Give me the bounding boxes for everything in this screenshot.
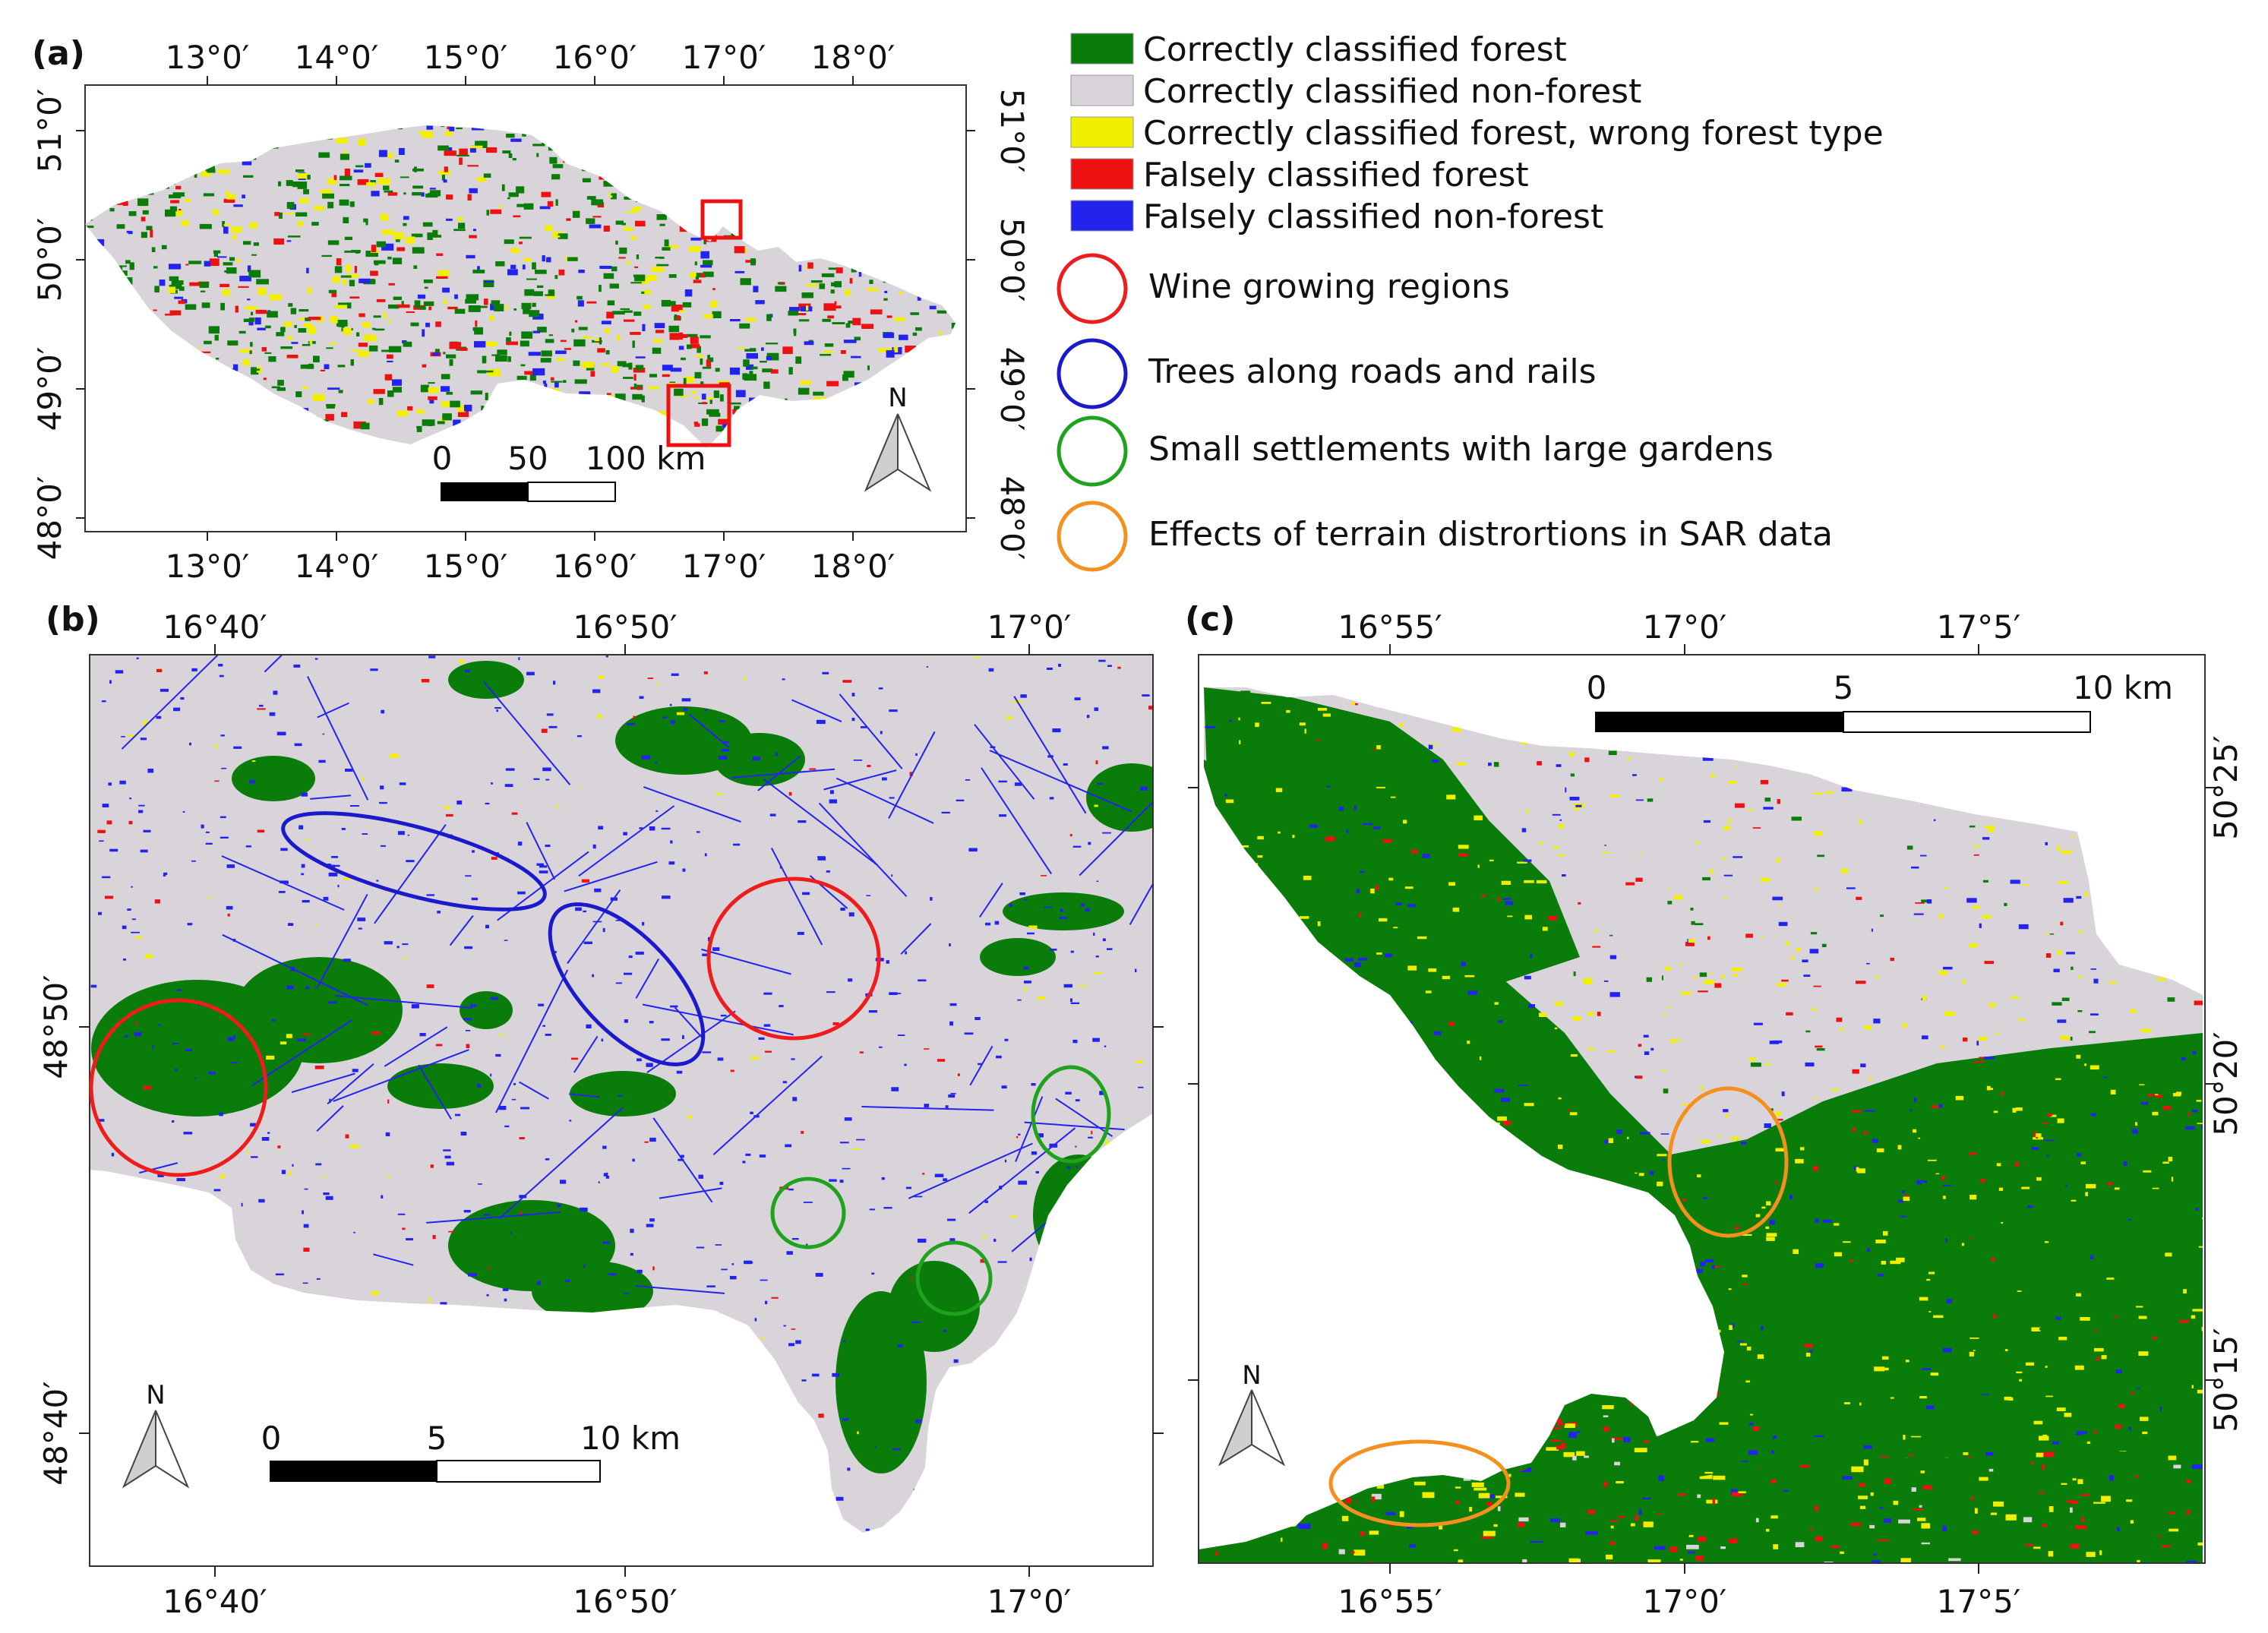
b-scale-10: 10 km bbox=[580, 1420, 681, 1457]
c-lon-bottom-1: 16°55′ bbox=[1338, 1583, 1442, 1620]
panel-c-annotations bbox=[1328, 1086, 1789, 1527]
panel-c: (c) 16°55′ 17°0′ 17°5′ 16°55′ 17°0′ 17°5… bbox=[1185, 600, 2244, 1620]
north-arrow-icon: N bbox=[1218, 1360, 1286, 1467]
a-lon-bottom-6: 18°0′ bbox=[811, 548, 896, 585]
extent-box-b bbox=[666, 384, 731, 447]
legend-swatch-false-forest bbox=[1070, 158, 1134, 190]
a-lat-left-2: 50°0′ bbox=[31, 218, 68, 302]
b-lon-bottom-2: 16°50′ bbox=[573, 1583, 677, 1620]
a-lon-top-2: 14°0′ bbox=[295, 39, 379, 76]
legend-label-wine: Wine growing regions bbox=[1148, 267, 1510, 306]
wine-region-circle bbox=[89, 998, 268, 1177]
extent-box-c bbox=[700, 199, 743, 240]
panel-c-classification-map bbox=[1199, 687, 2203, 1563]
a-scale-100: 100 km bbox=[586, 440, 706, 477]
legend-label-settlements: Small settlements with large gardens bbox=[1148, 430, 1774, 469]
b-lon-bottom-1: 16°40′ bbox=[163, 1583, 267, 1620]
a-lat-left-4: 48°0′ bbox=[31, 476, 68, 561]
c-scale-bar: 0 5 10 km bbox=[1587, 669, 2173, 733]
b-lat-2: 48°40′ bbox=[37, 1381, 74, 1485]
c-lon-bottom-3: 17°5′ bbox=[1937, 1583, 2021, 1620]
legend-label-wrong-type: Correctly classified forest, wrong fores… bbox=[1143, 114, 1884, 153]
svg-text:N: N bbox=[888, 383, 907, 413]
roads-rails-ellipse bbox=[548, 902, 706, 1066]
czech-classification-map bbox=[85, 125, 956, 448]
a-lat-left-1: 51°0′ bbox=[31, 89, 68, 173]
a-lat-right-2: 50°0′ bbox=[993, 218, 1031, 302]
legend: Correctly classified forest Correctly cl… bbox=[1057, 30, 1884, 572]
a-lat-right-3: 49°0′ bbox=[993, 347, 1031, 431]
legend-circle-wine bbox=[1057, 253, 1128, 324]
panel-b: (b) 16°40′ 16°50′ 17°0′ 16°40′ 16°50′ 17… bbox=[37, 600, 1164, 1620]
panel-a-frame bbox=[84, 84, 967, 532]
terrain-distortion-ellipse bbox=[1667, 1086, 1789, 1238]
b-lat-1: 48°50′ bbox=[37, 974, 74, 1079]
c-lat-2: 50°20′ bbox=[2207, 1031, 2244, 1136]
settlement-circle bbox=[1031, 1065, 1111, 1164]
wine-region-circle bbox=[706, 877, 881, 1041]
settlement-circle bbox=[770, 1177, 846, 1249]
legend-label-nonforest: Correctly classified non-forest bbox=[1143, 72, 1641, 111]
legend-swatch-wrong-type bbox=[1070, 116, 1134, 148]
panel-c-frame bbox=[1198, 654, 2206, 1564]
a-scale-0: 0 bbox=[432, 440, 453, 477]
c-lon-top-3: 17°5′ bbox=[1937, 608, 2021, 646]
svg-text:N: N bbox=[1242, 1360, 1261, 1391]
a-scale-bar: 0 50 100 km bbox=[432, 440, 706, 502]
legend-circle-roads bbox=[1057, 338, 1128, 409]
c-lon-bottom-2: 17°0′ bbox=[1643, 1583, 1727, 1620]
legend-swatch-forest bbox=[1070, 33, 1134, 65]
a-lon-bottom-3: 15°0′ bbox=[424, 548, 508, 585]
b-lon-top-1: 16°40′ bbox=[163, 608, 267, 646]
a-lon-top-6: 18°0′ bbox=[811, 39, 896, 76]
a-lon-top-3: 15°0′ bbox=[424, 39, 508, 76]
a-lat-left-3: 49°0′ bbox=[31, 347, 68, 431]
a-lon-bottom-4: 16°0′ bbox=[553, 548, 637, 585]
settlement-circle bbox=[915, 1240, 993, 1316]
c-scale-5: 5 bbox=[1834, 669, 1854, 706]
c-lon-top-2: 17°0′ bbox=[1643, 608, 1727, 646]
b-lon-bottom-3: 17°0′ bbox=[987, 1583, 1072, 1620]
b-scale-5: 5 bbox=[427, 1420, 447, 1457]
c-scale-0: 0 bbox=[1587, 669, 1607, 706]
a-lon-top-4: 16°0′ bbox=[553, 39, 637, 76]
north-arrow-icon: N bbox=[122, 1380, 190, 1489]
c-lon-top-1: 16°55′ bbox=[1338, 608, 1442, 646]
c-scale-10: 10 km bbox=[2073, 669, 2173, 706]
panel-b-tag: (b) bbox=[46, 600, 100, 639]
legend-label-roads: Trees along roads and rails bbox=[1148, 352, 1597, 391]
panel-b-classification-map bbox=[90, 655, 1153, 1533]
legend-label-false-forest: Falsely classified forest bbox=[1143, 156, 1529, 194]
a-lat-right-1: 51°0′ bbox=[993, 89, 1031, 173]
a-lon-top-1: 13°0′ bbox=[166, 39, 250, 76]
legend-circle-terrain bbox=[1057, 501, 1128, 572]
a-lat-right-4: 48°0′ bbox=[993, 476, 1031, 561]
terrain-distortion-ellipse bbox=[1328, 1439, 1511, 1527]
b-scale-bar: 0 5 10 km bbox=[261, 1420, 681, 1483]
svg-text:N: N bbox=[146, 1380, 165, 1410]
c-lat-1: 50°25′ bbox=[2207, 735, 2244, 839]
a-lon-top-5: 17°0′ bbox=[682, 39, 766, 76]
b-lon-top-3: 17°0′ bbox=[987, 608, 1072, 646]
a-lon-bottom-1: 13°0′ bbox=[166, 548, 250, 585]
legend-swatch-false-nonforest bbox=[1070, 200, 1134, 232]
roads-rails-ellipse bbox=[281, 811, 547, 911]
panel-a: (a) 13°0′ 14°0′ 15°0′ 16°0′ 17°0′ 18°0′ … bbox=[31, 34, 1031, 585]
legend-label-false-nonforest: Falsely classified non-forest bbox=[1143, 197, 1603, 236]
north-arrow-icon: N bbox=[864, 383, 932, 492]
panel-c-tag: (c) bbox=[1185, 600, 1235, 639]
b-scale-0: 0 bbox=[261, 1420, 282, 1457]
a-lon-bottom-5: 17°0′ bbox=[682, 548, 766, 585]
a-lon-bottom-2: 14°0′ bbox=[295, 548, 379, 585]
legend-swatch-nonforest bbox=[1070, 74, 1134, 106]
c-lat-3: 50°15′ bbox=[2207, 1328, 2244, 1432]
legend-circle-settlements bbox=[1057, 415, 1128, 487]
a-scale-50: 50 bbox=[507, 440, 548, 477]
panel-a-tag: (a) bbox=[32, 34, 85, 73]
panel-b-frame bbox=[89, 654, 1154, 1567]
panel-b-annotations bbox=[89, 811, 1111, 1316]
legend-label-terrain: Effects of terrain distrortions in SAR d… bbox=[1148, 515, 1833, 554]
b-lon-top-2: 16°50′ bbox=[573, 608, 677, 646]
legend-label-forest: Correctly classified forest bbox=[1143, 30, 1567, 69]
